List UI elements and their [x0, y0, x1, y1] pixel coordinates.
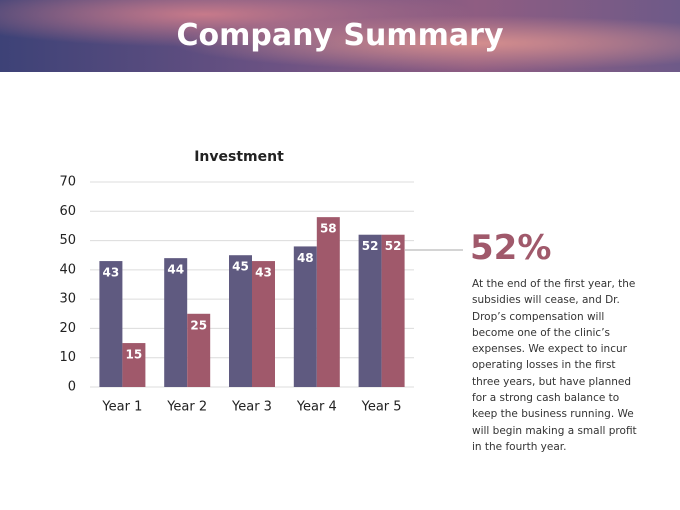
y-tick-label: 40 [59, 262, 76, 277]
y-tick-label: 0 [68, 380, 76, 395]
chart-title: Investment [194, 149, 284, 165]
value-label: 48 [297, 251, 314, 265]
value-label: 44 [167, 263, 184, 277]
x-tick-label: Year 4 [296, 400, 337, 415]
bar [229, 255, 252, 387]
bar [358, 234, 382, 387]
x-tick-label: Year 3 [231, 400, 272, 415]
y-tick-label: 30 [59, 292, 76, 307]
slide-title: Company Summary [176, 18, 504, 53]
x-tick-label: Year 1 [101, 400, 142, 415]
value-label: 52 [385, 239, 402, 253]
bar [252, 261, 275, 387]
y-tick-label: 10 [59, 350, 76, 365]
bar [293, 246, 317, 387]
value-label: 15 [126, 348, 143, 362]
callout-headline: 52% [470, 228, 552, 268]
bar [164, 258, 188, 387]
banner [0, 0, 680, 72]
value-label: 45 [232, 260, 249, 274]
x-tick-label: Year 2 [166, 400, 207, 415]
bar [99, 261, 123, 387]
bar [316, 217, 340, 387]
x-tick-label: Year 5 [361, 400, 402, 415]
bar [381, 234, 405, 387]
bar [122, 343, 146, 387]
value-label: 43 [255, 266, 272, 280]
value-label: 52 [362, 239, 379, 253]
bar [187, 313, 211, 387]
value-label: 25 [190, 318, 207, 332]
y-tick-label: 50 [59, 233, 76, 248]
y-tick-label: 70 [59, 175, 76, 190]
y-tick-label: 60 [59, 204, 76, 219]
callout-text: At the end of the first year, the subsid… [472, 278, 637, 453]
y-tick-label: 20 [59, 321, 76, 336]
value-label: 58 [320, 222, 337, 236]
value-label: 43 [103, 266, 120, 280]
